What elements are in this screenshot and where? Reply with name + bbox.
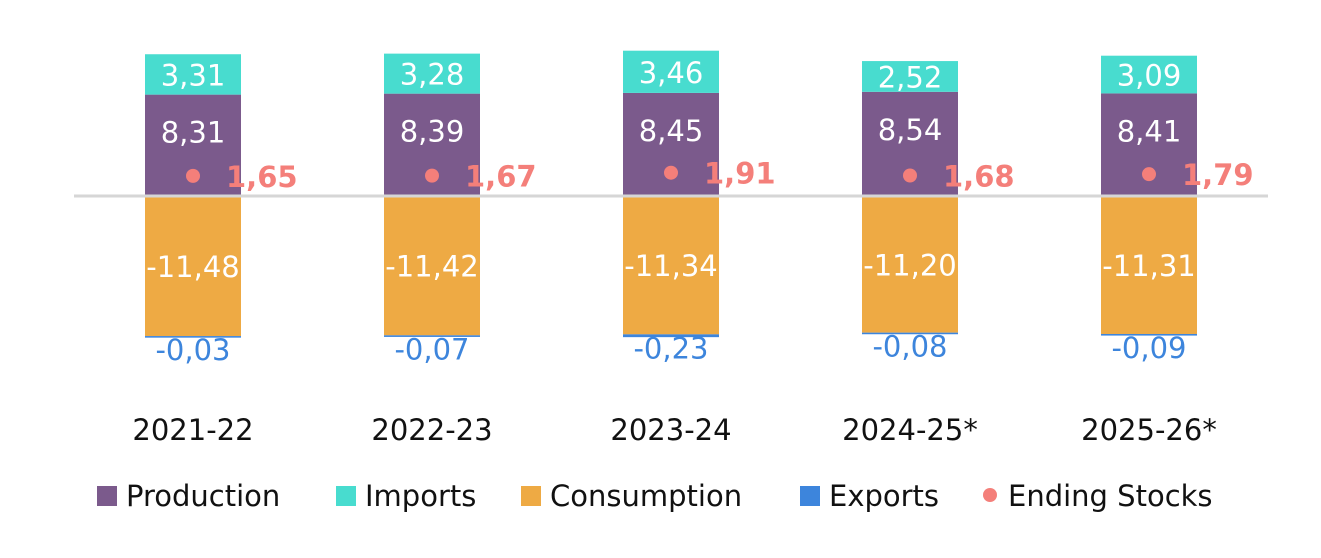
ending-stocks-point xyxy=(664,165,678,180)
consumption-value-label: -11,34 xyxy=(624,249,718,283)
legend-item-ending-stocks: Ending Stocks xyxy=(983,479,1213,513)
consumption-value-label: -11,20 xyxy=(863,248,957,282)
category-label: 2023-24 xyxy=(610,413,731,447)
category-label: 2021-22 xyxy=(132,413,253,447)
labels-layer: 3,31 8,31 -11,48 -0,03 1,65 3,28 8,39 -11,42 -0,… xyxy=(146,56,1253,367)
production-value-label: 8,54 xyxy=(878,113,943,147)
legend-swatch xyxy=(97,486,117,506)
bar-exports xyxy=(623,334,719,338)
legend-item-exports: Exports xyxy=(800,479,939,513)
imports-value-label: 2,52 xyxy=(878,60,943,94)
legend-label: Imports xyxy=(365,479,476,513)
production-value-label: 8,45 xyxy=(639,114,704,148)
exports-value-label: -0,09 xyxy=(1111,331,1186,365)
legend-item-production: Production xyxy=(97,479,280,513)
bar-exports xyxy=(1101,333,1197,336)
legend-item-consumption: Consumption xyxy=(521,479,742,513)
imports-value-label: 3,09 xyxy=(1117,59,1182,93)
imports-value-label: 3,31 xyxy=(161,58,226,92)
consumption-value-label: -11,48 xyxy=(146,250,240,284)
bar-consumption xyxy=(623,196,719,335)
ending-stocks-value-label: 1,79 xyxy=(1182,158,1254,192)
ending-stocks-point xyxy=(903,168,917,183)
exports-value-label: -0,07 xyxy=(394,332,469,366)
legend-item-imports: Imports xyxy=(336,479,476,513)
production-value-label: 8,31 xyxy=(161,116,226,150)
ending-stocks-value-label: 1,67 xyxy=(465,160,537,194)
bar-exports xyxy=(862,332,958,335)
bar-imports xyxy=(862,61,958,92)
ending-stocks-value-label: 1,68 xyxy=(943,160,1015,194)
bar-imports xyxy=(384,53,480,94)
bar-consumption xyxy=(1101,196,1197,334)
ending-stocks-point xyxy=(425,168,439,183)
category-label: 2025-26* xyxy=(1081,413,1217,447)
legend: Production Imports Consumption Exports Endin… xyxy=(97,479,1213,513)
ending-stocks-value-label: 1,65 xyxy=(226,160,298,194)
legend-swatch xyxy=(521,486,541,506)
legend-label: Exports xyxy=(829,479,939,513)
legend-label: Consumption xyxy=(550,479,742,513)
imports-value-label: 3,46 xyxy=(639,56,704,90)
consumption-value-label: -11,31 xyxy=(1102,249,1196,283)
exports-value-label: -0,08 xyxy=(872,330,947,364)
bar-exports xyxy=(145,336,241,338)
legend-label: Ending Stocks xyxy=(1008,479,1213,513)
bar-consumption xyxy=(384,196,480,336)
category-label: 2024-25* xyxy=(842,413,978,447)
consumption-value-label: -11,42 xyxy=(385,250,479,284)
x-axis: 2021-22 2022-23 2023-24 2024-25* 2025-26* xyxy=(132,413,1216,447)
bar-consumption xyxy=(862,196,958,333)
bar-imports xyxy=(623,50,719,93)
legend-swatch xyxy=(800,486,820,506)
bar-imports xyxy=(1101,55,1197,94)
bar-exports xyxy=(384,335,480,337)
legend-swatch xyxy=(983,488,997,502)
exports-value-label: -0,23 xyxy=(633,331,708,365)
legend-label: Production xyxy=(126,479,280,513)
production-value-label: 8,39 xyxy=(400,115,465,149)
bar-imports xyxy=(145,54,241,95)
ending-stocks-value-label: 1,91 xyxy=(704,157,776,191)
production-value-label: 8,41 xyxy=(1117,114,1182,148)
imports-value-label: 3,28 xyxy=(400,58,465,92)
ending-stocks-point xyxy=(186,168,200,183)
legend-swatch xyxy=(336,486,356,506)
ending-stocks-point xyxy=(1142,167,1156,182)
bar-consumption xyxy=(145,196,241,337)
exports-value-label: -0,03 xyxy=(155,333,230,367)
bars-layer xyxy=(145,50,1197,338)
category-label: 2022-23 xyxy=(371,413,492,447)
